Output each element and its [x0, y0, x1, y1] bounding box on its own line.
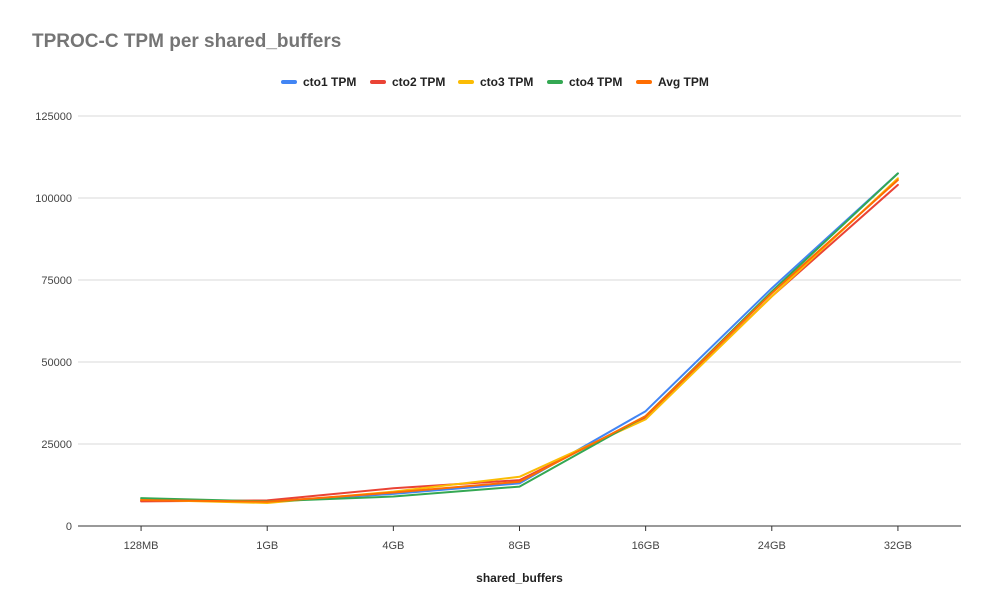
series-line-cto2-tpm: [140, 183, 899, 503]
x-tick-label: 16GB: [632, 540, 660, 552]
legend-item: cto4 TPM: [547, 75, 622, 89]
y-tick-label: 100000: [35, 193, 72, 205]
y-tick-label: 75000: [41, 275, 72, 287]
legend-item: Avg TPM: [636, 75, 709, 89]
series-lines: [140, 172, 899, 504]
x-tick-label: 24GB: [758, 540, 786, 552]
y-tick-label: 0: [66, 521, 72, 533]
legend-item: cto1 TPM: [281, 75, 356, 89]
legend-label: cto4 TPM: [569, 75, 622, 89]
chart-title: TPROC-C TPM per shared_buffers: [32, 31, 342, 52]
series-line-cto3-tpm: [140, 177, 899, 504]
x-tick-label: 128MB: [124, 540, 159, 552]
legend-item: cto3 TPM: [458, 75, 533, 89]
x-axis-title: shared_buffers: [476, 571, 563, 585]
y-tick-label: 25000: [41, 439, 72, 451]
series-line-cto1-tpm: [140, 172, 899, 503]
y-tick-label: 50000: [41, 357, 72, 369]
x-tick-label: 32GB: [884, 540, 912, 552]
series-line-avg-tpm: [140, 179, 899, 503]
legend-label: cto2 TPM: [392, 75, 445, 89]
axes: 0 25000 50000 75000 100000 125000 128MB 1GB 4GB 8…: [35, 111, 961, 552]
x-tick-label: 8GB: [508, 540, 530, 552]
gridlines: [78, 115, 961, 445]
legend-label: Avg TPM: [658, 75, 709, 89]
legend-label: cto1 TPM: [303, 75, 356, 89]
legend-item: cto2 TPM: [370, 75, 445, 89]
series-line-cto4-tpm: [140, 172, 899, 503]
y-tick-label: 125000: [35, 111, 72, 123]
x-tick-label: 4GB: [382, 540, 404, 552]
legend: cto1 TPM cto2 TPM cto3 TPM cto4 TPM Avg TPM: [281, 75, 709, 89]
x-tick-label: 1GB: [256, 540, 278, 552]
legend-label: cto3 TPM: [480, 75, 533, 89]
